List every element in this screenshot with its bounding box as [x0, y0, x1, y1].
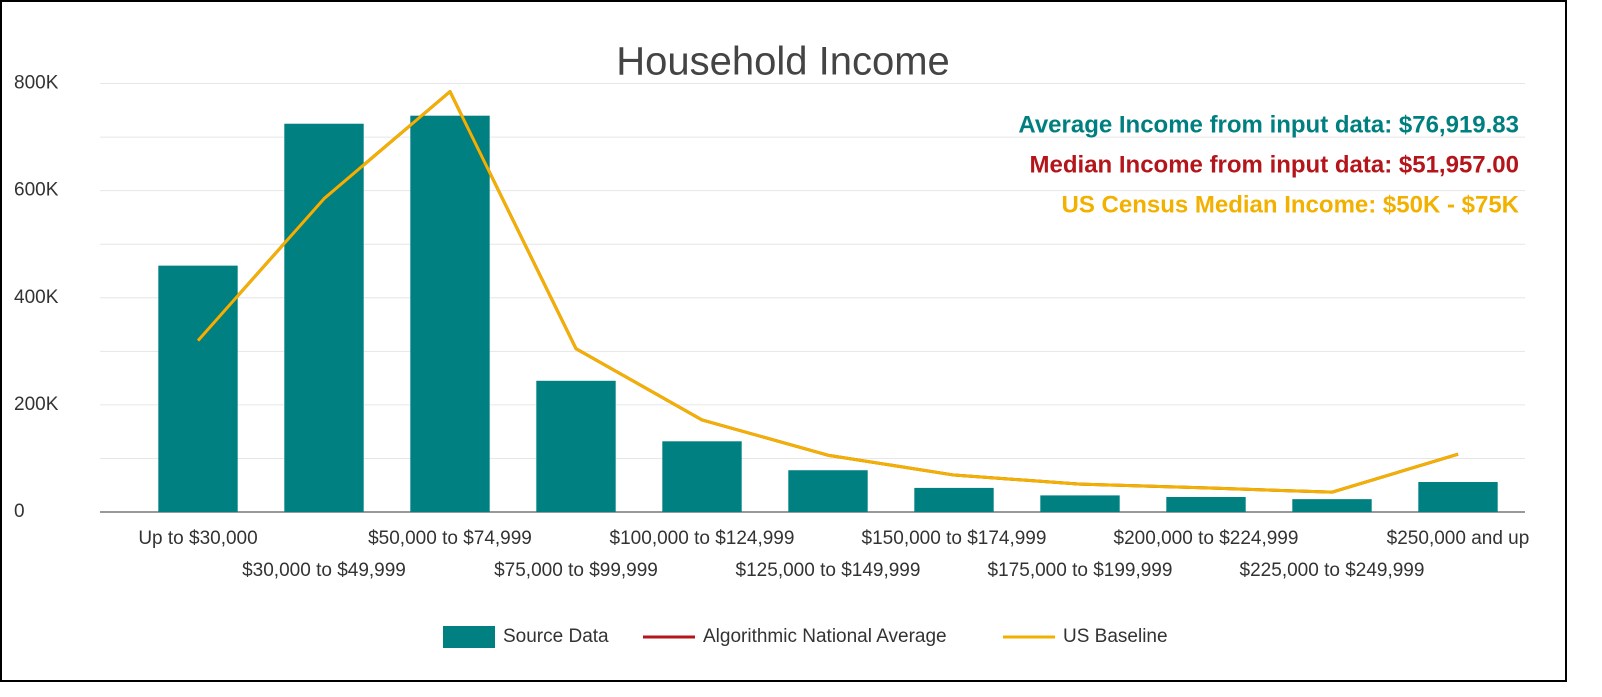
x-tick-label: $100,000 to $124,999	[610, 528, 795, 549]
line	[196, 90, 1459, 494]
bar	[410, 115, 490, 512]
legend-label: Source Data	[503, 626, 609, 647]
x-tick-label: $175,000 to $199,999	[988, 560, 1173, 581]
legend-label: Algorithmic National Average	[703, 626, 947, 647]
annotation: Median Income from input data: $51,957.0…	[1030, 151, 1519, 178]
x-tick-label: $30,000 to $49,999	[242, 560, 406, 581]
bar	[158, 265, 238, 512]
bar	[1292, 499, 1372, 512]
x-tick-label: $75,000 to $99,999	[494, 560, 658, 581]
y-tick-label: 800K	[14, 73, 59, 94]
bar	[788, 470, 868, 512]
legend-label: US Baseline	[1063, 626, 1168, 647]
y-tick-label: 600K	[14, 180, 59, 201]
bar	[1418, 482, 1498, 512]
x-tick-label: $150,000 to $174,999	[862, 528, 1047, 549]
chart-title: Household Income	[616, 40, 950, 84]
x-tick-label: $200,000 to $224,999	[1114, 528, 1299, 549]
bar	[536, 380, 616, 512]
y-tick-label: 200K	[14, 394, 59, 415]
legend-swatch	[443, 626, 495, 648]
bar	[284, 123, 364, 512]
y-tick-label: 0	[14, 501, 25, 522]
bar	[1166, 497, 1246, 512]
bar	[662, 441, 742, 512]
x-tick-label: $125,000 to $149,999	[736, 560, 921, 581]
bar	[914, 487, 994, 512]
y-tick-label: 400K	[14, 287, 59, 308]
annotation: Average Income from input data: $76,919.…	[1018, 111, 1519, 138]
x-tick-label: $50,000 to $74,999	[368, 528, 532, 549]
chart-frame	[0, 0, 1567, 682]
x-tick-label: Up to $30,000	[138, 528, 257, 549]
x-tick-label: $250,000 and up	[1387, 528, 1530, 549]
annotation: US Census Median Income: $50K - $75K	[1062, 191, 1520, 218]
x-tick-label: $225,000 to $249,999	[1240, 560, 1425, 581]
bar	[1040, 495, 1120, 512]
